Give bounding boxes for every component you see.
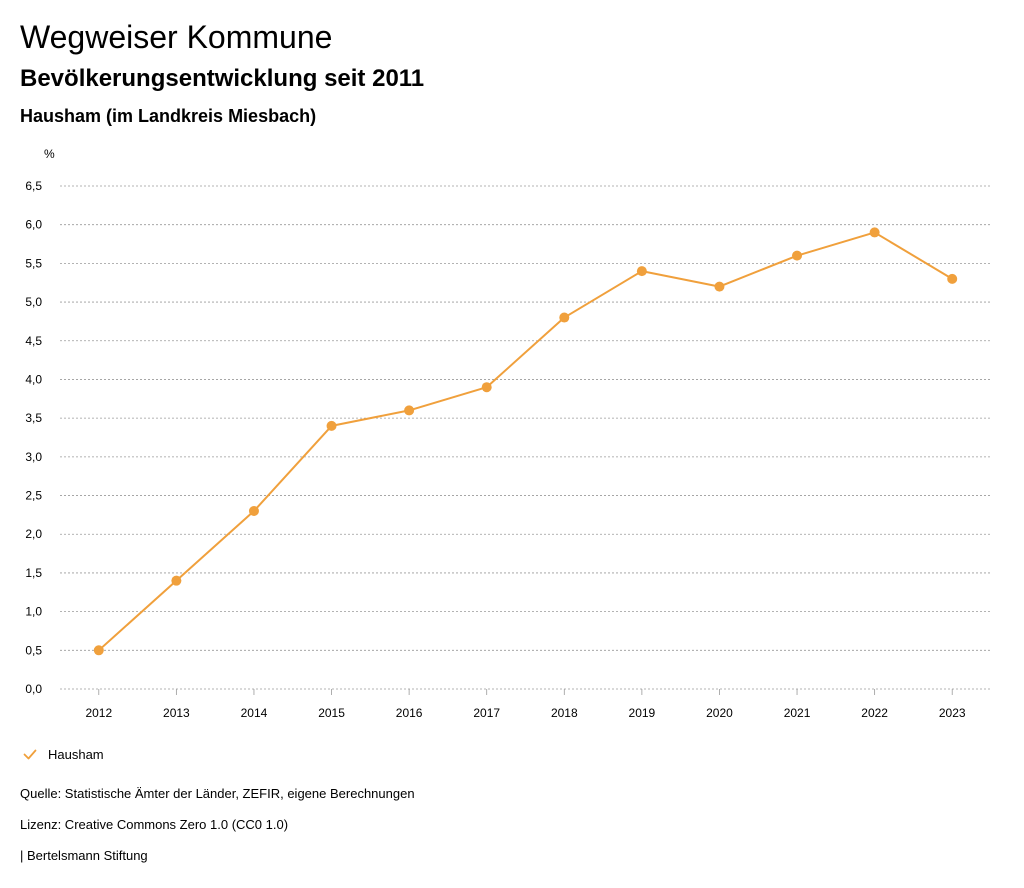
page-title: Wegweiser Kommune (20, 19, 333, 55)
x-tick-label: 2013 (163, 706, 190, 720)
y-tick-label: 2,0 (25, 527, 42, 541)
y-tick-label: 0,0 (25, 682, 42, 696)
data-point[interactable] (404, 405, 415, 416)
x-tick-label: 2016 (396, 706, 423, 720)
y-tick-label: 6,5 (25, 179, 42, 193)
y-tick-label: 3,0 (25, 450, 42, 464)
chart-subtitle: Bevölkerungsentwicklung seit 2011 (20, 65, 425, 92)
x-tick-label: 2023 (939, 706, 966, 720)
y-tick-label: 5,0 (25, 295, 42, 309)
y-tick-label: 0,5 (25, 643, 42, 657)
x-tick-label: 2017 (473, 706, 500, 720)
data-point[interactable] (248, 506, 259, 517)
data-point[interactable] (792, 250, 803, 261)
y-tick-label: 2,5 (25, 489, 42, 503)
checkmark-icon (23, 749, 37, 760)
line-chart: % 0,0 0,5 1,0 1,5 2,0 2,5 3,0 3,5 4,0 4,5 5,0 5,5 6,0… (25, 147, 991, 720)
region-label: Hausham (im Landkreis Miesbach) (20, 106, 317, 126)
data-point[interactable] (714, 281, 725, 292)
data-point[interactable] (559, 312, 570, 323)
y-tick-label: 6,0 (25, 218, 42, 232)
legend[interactable]: Hausham (22, 744, 104, 764)
x-tick-label: 2018 (551, 706, 578, 720)
series-line-hausham (98, 231, 953, 652)
data-point[interactable] (947, 273, 958, 284)
x-tick-label: 2020 (706, 706, 733, 720)
data-point[interactable] (481, 382, 492, 393)
x-tick-label: 2014 (241, 706, 268, 720)
gridlines (60, 185, 991, 690)
y-tick-label: 1,5 (25, 566, 42, 580)
x-tick-label: 2022 (861, 706, 888, 720)
y-axis-unit: % (44, 147, 55, 161)
x-tick-label: 2021 (784, 706, 811, 720)
y-tick-label: 5,5 (25, 256, 42, 270)
data-point[interactable] (636, 266, 647, 277)
y-tick-label: 4,5 (25, 334, 42, 348)
credit-note: | Bertelsmann Stiftung (20, 848, 148, 863)
x-tick-label: 2015 (318, 706, 345, 720)
series-layer (93, 227, 958, 656)
license-note: Lizenz: Creative Commons Zero 1.0 (CC0 1… (20, 817, 289, 832)
data-point[interactable] (93, 645, 104, 656)
x-tick-label: 2012 (85, 706, 112, 720)
y-tick-label: 3,5 (25, 411, 42, 425)
y-tick-label: 1,0 (25, 605, 42, 619)
source-note: Quelle: Statistische Ämter der Länder, Z… (20, 786, 415, 801)
axes: % 0,0 0,5 1,0 1,5 2,0 2,5 3,0 3,5 4,0 4,5 5,0 5,5 6,0… (25, 147, 966, 720)
data-point[interactable] (171, 575, 182, 586)
legend-label-hausham: Hausham (48, 746, 104, 762)
data-point[interactable] (869, 227, 880, 238)
data-point[interactable] (326, 420, 337, 431)
x-tick-label: 2019 (629, 706, 656, 720)
y-tick-label: 4,0 (25, 372, 42, 386)
